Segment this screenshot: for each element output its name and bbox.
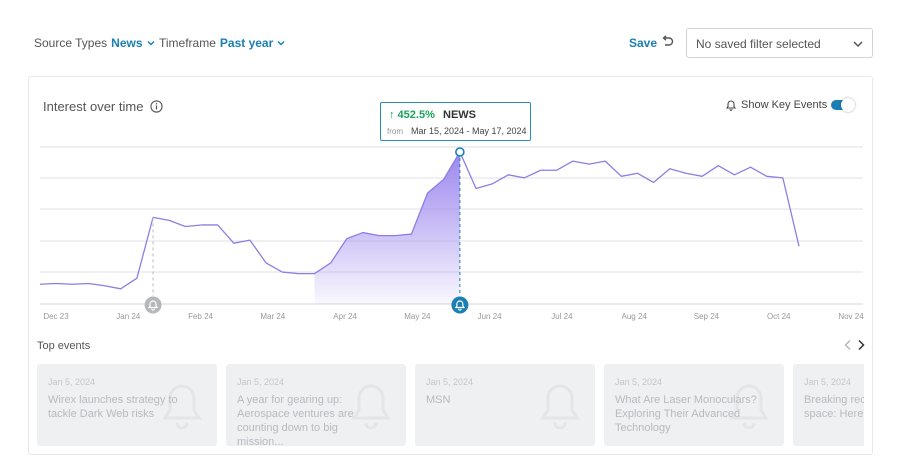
series-line: [39, 151, 800, 290]
chevron-down-icon: [147, 41, 155, 46]
event-title: Breaking records: aircrafts and space: H…: [804, 394, 864, 420]
bell-marker-bg: [451, 296, 469, 314]
event-title: What Are Laser Monoculars? Exploring The…: [615, 394, 757, 434]
timeframe-filter[interactable]: Timeframe Past year: [159, 36, 286, 50]
bell-icon: [725, 100, 737, 111]
event-date: Jan 5, 2024: [48, 377, 96, 387]
x-tick-label: Jul 24: [551, 312, 573, 321]
top-events-list: Jan 5, 2024 Wirex launches strategy to t…: [37, 364, 864, 446]
event-title: A year for gearing up: Aerospace venture…: [237, 394, 354, 446]
x-tick-label: Jan 24: [116, 312, 141, 321]
chevron-down-icon: [853, 41, 863, 48]
bell-icon: [351, 384, 391, 430]
show-key-events: Show Key Events: [725, 99, 827, 111]
chart-tooltip: ↑ 452.5% NEWS from Mar 15, 2024 - May 17…: [380, 102, 531, 141]
x-tick-label: Oct 24: [767, 312, 791, 321]
x-tick-label: Mar 24: [260, 312, 285, 321]
x-tick-label: Aug 24: [622, 312, 648, 321]
key-events-label: Show Key Events: [741, 99, 828, 111]
source-types-filter[interactable]: Source Types News: [34, 36, 156, 50]
key-events-toggle[interactable]: [831, 98, 855, 112]
chevron-left-icon[interactable]: [843, 339, 853, 351]
bell-icon: [162, 384, 202, 430]
event-date: Jan 5, 2024: [237, 377, 285, 387]
highlight-area: [314, 152, 460, 304]
bell-clapper: [151, 308, 155, 311]
event-card[interactable]: Jan 5, 2024 Breaking records: aircrafts …: [793, 364, 864, 446]
tooltip-change: ↑ 452.5%: [389, 109, 435, 121]
x-tick-label: Dec 23: [43, 312, 69, 321]
card-title: Interest over time: [43, 99, 144, 114]
event-date: Jan 5, 2024: [426, 377, 474, 387]
x-tick-label: Sep 24: [694, 312, 720, 321]
chevron-down-icon: [277, 41, 285, 46]
chevron-right-icon[interactable]: [856, 339, 866, 351]
card-title-row: Interest over time: [43, 99, 164, 114]
saved-filter-value: No saved filter selected: [696, 37, 821, 51]
timeframe-label: Timeframe: [159, 36, 216, 50]
event-date: Jan 5, 2024: [804, 377, 852, 387]
toggle-knob: [841, 98, 855, 112]
bell-icon: [454, 300, 465, 309]
tooltip-range: Mar 15, 2024 - May 17, 2024: [411, 126, 527, 136]
saved-filter-select[interactable]: No saved filter selected: [686, 28, 873, 58]
undo-icon[interactable]: [660, 35, 674, 49]
bell-marker-bg: [144, 296, 162, 314]
x-tick-label: Nov 24: [838, 312, 864, 321]
event-card[interactable]: Jan 5, 2024 What Are Laser Monoculars? E…: [604, 364, 784, 446]
event-title: Wirex launches strategy to tackle Dark W…: [48, 394, 178, 420]
bell-icon: [147, 300, 159, 309]
event-card[interactable]: Jan 5, 2024 MSN: [415, 364, 595, 446]
event-bell-marker[interactable]: [144, 296, 162, 314]
x-tick-label: Apr 24: [333, 312, 357, 321]
bell-icon: [729, 384, 769, 430]
event-card[interactable]: Jan 5, 2024 A year for gearing up: Aeros…: [226, 364, 406, 446]
event-bell-marker[interactable]: [451, 296, 469, 314]
x-tick-label: Jun 24: [478, 312, 503, 321]
timeframe-value: Past year: [219, 36, 274, 50]
event-card[interactable]: Jan 5, 2024 Wirex launches strategy to t…: [37, 364, 217, 446]
x-tick-label: Feb 24: [188, 312, 213, 321]
interest-chart[interactable]: Dec 23 Jan 24 Feb 24 Mar 24 Apr 24 May 24 Jun …: [0, 0, 900, 330]
peak-point[interactable]: [455, 147, 465, 157]
top-events-title: Top events: [37, 340, 91, 352]
x-tick-label: May 24: [404, 312, 431, 321]
bell-clapper: [458, 308, 462, 311]
event-title: MSN: [426, 394, 451, 406]
save-button[interactable]: Save: [629, 36, 658, 50]
info-icon[interactable]: [150, 100, 164, 113]
event-date: Jan 5, 2024: [615, 377, 663, 387]
bell-icon: [540, 384, 580, 430]
source-types-label: Source Types: [34, 36, 108, 50]
tooltip-source: NEWS: [443, 109, 476, 121]
source-types-value: News: [111, 36, 143, 50]
tooltip-from-label: from: [387, 127, 403, 136]
